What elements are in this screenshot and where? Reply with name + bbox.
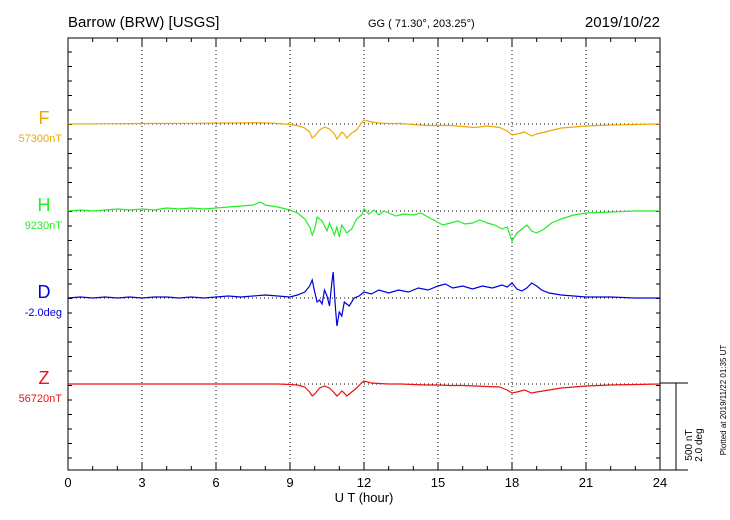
channel-label-d: D bbox=[38, 282, 51, 302]
series-line-d bbox=[67, 271, 660, 327]
scale-bar: 500 nT 2.0 deg bbox=[660, 382, 705, 471]
channel-baseline-h: 9230nT bbox=[25, 220, 63, 232]
x-tick-label: 21 bbox=[579, 475, 593, 490]
station-title: Barrow (BRW) [USGS] bbox=[68, 14, 219, 31]
x-axis-ticks: 0 3 6 9 12 15 18 21 24 bbox=[64, 38, 667, 490]
channel-baseline-f: 57300nT bbox=[19, 133, 63, 145]
x-tick-label: 12 bbox=[357, 475, 371, 490]
scale-deg-label: 2.0 deg bbox=[694, 428, 705, 461]
x-tick-label: 9 bbox=[286, 475, 293, 490]
channel-label-z: Z bbox=[39, 368, 50, 388]
grid bbox=[68, 38, 660, 470]
scale-nt-label: 500 nT bbox=[684, 429, 695, 460]
plotted-timestamp: Plotted at 2019/11/22 01:35 UT bbox=[719, 345, 728, 456]
x-tick-label: 0 bbox=[64, 475, 71, 490]
series-line-f bbox=[67, 119, 661, 141]
channel-baseline-z: 56720nT bbox=[19, 393, 63, 405]
channel-label-h: H bbox=[38, 195, 51, 215]
channel-baseline-d: -2.0deg bbox=[25, 307, 62, 319]
x-axis-label: U T (hour) bbox=[335, 490, 394, 505]
channel-labels: F 57300nT H 9230nT D -2.0deg Z 56720nT bbox=[19, 108, 63, 405]
chart-date: 2019/10/22 bbox=[585, 14, 660, 31]
station-coords: GG ( 71.30°, 203.25°) bbox=[368, 18, 475, 30]
x-tick-label: 6 bbox=[212, 475, 219, 490]
series-line-z bbox=[68, 380, 661, 397]
series-group bbox=[67, 119, 661, 397]
series-line-h bbox=[67, 201, 660, 243]
x-tick-label: 3 bbox=[138, 475, 145, 490]
channel-label-f: F bbox=[39, 108, 50, 128]
x-tick-label: 15 bbox=[431, 475, 445, 490]
x-tick-label: 18 bbox=[505, 475, 519, 490]
x-tick-label: 24 bbox=[653, 475, 667, 490]
